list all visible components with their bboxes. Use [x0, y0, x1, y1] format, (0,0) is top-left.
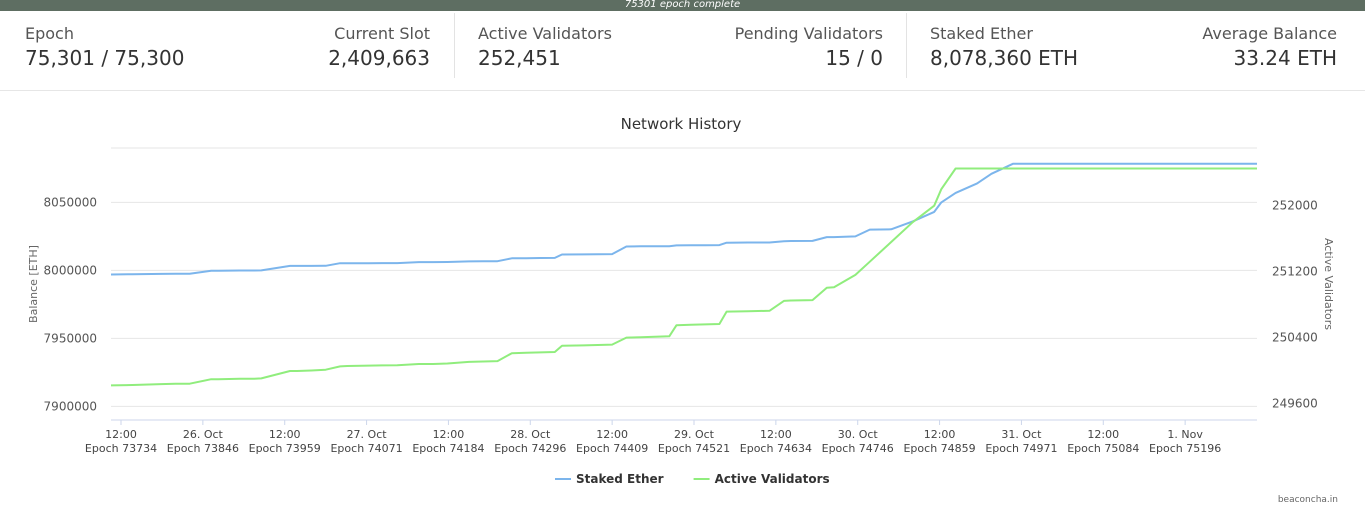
x-tick-epoch: Epoch 73959 [249, 442, 321, 455]
network-stats-header: Epoch 75,301 / 75,300 Current Slot 2,409… [0, 11, 1365, 91]
y2-axis-ticks: 252000 251200 250400 249600 [1272, 199, 1318, 411]
legend-item[interactable]: Staked Ether [576, 472, 664, 486]
stat-pending-validators-value[interactable]: 15 / 0 [825, 46, 883, 70]
y2-tick-label: 251200 [1272, 265, 1318, 279]
chart-legend: Staked Ether Active Validators [555, 472, 830, 486]
stat-staked-ether-label: Staked Ether [930, 24, 1033, 43]
x-tick-date: 30. Oct [838, 428, 879, 441]
stat-average-balance: Average Balance 33.24 ETH [1137, 11, 1337, 90]
y-tick-label: 8000000 [44, 263, 97, 277]
x-tick-epoch: Epoch 74521 [658, 442, 730, 455]
stat-pending-validators-label: Pending Validators [734, 24, 883, 43]
x-tick-epoch: Epoch 73846 [167, 442, 239, 455]
y2-tick-label: 250400 [1272, 331, 1318, 345]
x-tick-epoch: Epoch 74746 [822, 442, 894, 455]
stat-current-slot-label: Current Slot [334, 24, 430, 43]
y-tick-label: 7950000 [44, 331, 97, 345]
x-tick-date: 12:00 [924, 428, 956, 441]
legend-item[interactable]: Active Validators [715, 472, 830, 486]
x-tick-date: 26. Oct [183, 428, 224, 441]
x-tick-date: 12:00 [433, 428, 465, 441]
stat-divider [454, 13, 455, 78]
stat-current-slot: Current Slot 2,409,663 [230, 11, 430, 90]
x-tick-epoch: Epoch 75196 [1149, 442, 1221, 455]
x-tick-epoch: Epoch 73734 [85, 442, 157, 455]
x-tick-epoch: Epoch 75084 [1067, 442, 1139, 455]
series-line-active-validators[interactable] [110, 167, 1257, 387]
x-tick-epoch: Epoch 74296 [494, 442, 566, 455]
x-tick-epoch: Epoch 74634 [740, 442, 812, 455]
stat-staked-ether-value[interactable]: 8,078,360 ETH [930, 46, 1079, 70]
stat-pending-validators: Pending Validators 15 / 0 [683, 11, 883, 90]
epoch-status-bar: 75301 epoch complete [0, 0, 1365, 11]
x-tick-date: 12:00 [269, 428, 301, 441]
x-tick-epoch: Epoch 74409 [576, 442, 648, 455]
stat-active-validators-label: Active Validators [478, 24, 612, 43]
grid-lines [111, 147, 1257, 407]
x-tick-date: 1. Nov [1167, 428, 1203, 441]
y2-tick-label: 252000 [1272, 199, 1318, 213]
y2-axis-label: Active Validators [1322, 238, 1335, 330]
watermark-text: beaconcha.in [1278, 495, 1338, 505]
stat-epoch: Epoch 75,301 / 75,300 [25, 11, 225, 90]
stat-divider [906, 13, 907, 78]
x-tick-epoch: Epoch 74859 [903, 442, 975, 455]
x-tick-date: 12:00 [596, 428, 628, 441]
x-tick-date: 28. Oct [510, 428, 551, 441]
x-tick-date: 27. Oct [347, 428, 388, 441]
stat-active-validators-value[interactable]: 252,451 [478, 46, 561, 70]
stat-epoch-value[interactable]: 75,301 / 75,300 [25, 46, 185, 70]
y-tick-label: 8050000 [44, 195, 97, 209]
epoch-status-message: 75301 epoch complete [624, 0, 741, 10]
chart-svg: Network History 8050000 8000000 7950000 790… [27, 115, 1338, 505]
x-tick-date: 12:00 [105, 428, 137, 441]
chart-title: Network History [621, 115, 742, 133]
y-axis-label: Balance [ETH] [27, 245, 40, 323]
series-lines [110, 162, 1257, 387]
x-tick-date: 12:00 [760, 428, 792, 441]
x-tick-epoch: Epoch 74071 [330, 442, 402, 455]
y2-tick-label: 249600 [1272, 397, 1318, 411]
y-tick-label: 7900000 [44, 399, 97, 413]
x-tick-date: 12:00 [1087, 428, 1119, 441]
stat-active-validators: Active Validators 252,451 [478, 11, 678, 90]
x-tick-epoch: Epoch 74971 [985, 442, 1057, 455]
y-axis-ticks: 8050000 8000000 7950000 7900000 [44, 195, 97, 413]
stat-average-balance-value[interactable]: 33.24 ETH [1233, 46, 1337, 70]
stat-epoch-label: Epoch [25, 24, 74, 43]
stat-average-balance-label: Average Balance [1202, 24, 1337, 43]
network-history-chart: Network History 8050000 8000000 7950000 790… [0, 91, 1365, 523]
x-tick-epoch: Epoch 74184 [412, 442, 484, 455]
stat-staked-ether: Staked Ether 8,078,360 ETH [930, 11, 1130, 90]
series-line-staked-ether[interactable] [110, 162, 1257, 276]
stat-current-slot-value[interactable]: 2,409,663 [328, 46, 430, 70]
x-tick-date: 29. Oct [674, 428, 715, 441]
x-tick-date: 31. Oct [1001, 428, 1042, 441]
